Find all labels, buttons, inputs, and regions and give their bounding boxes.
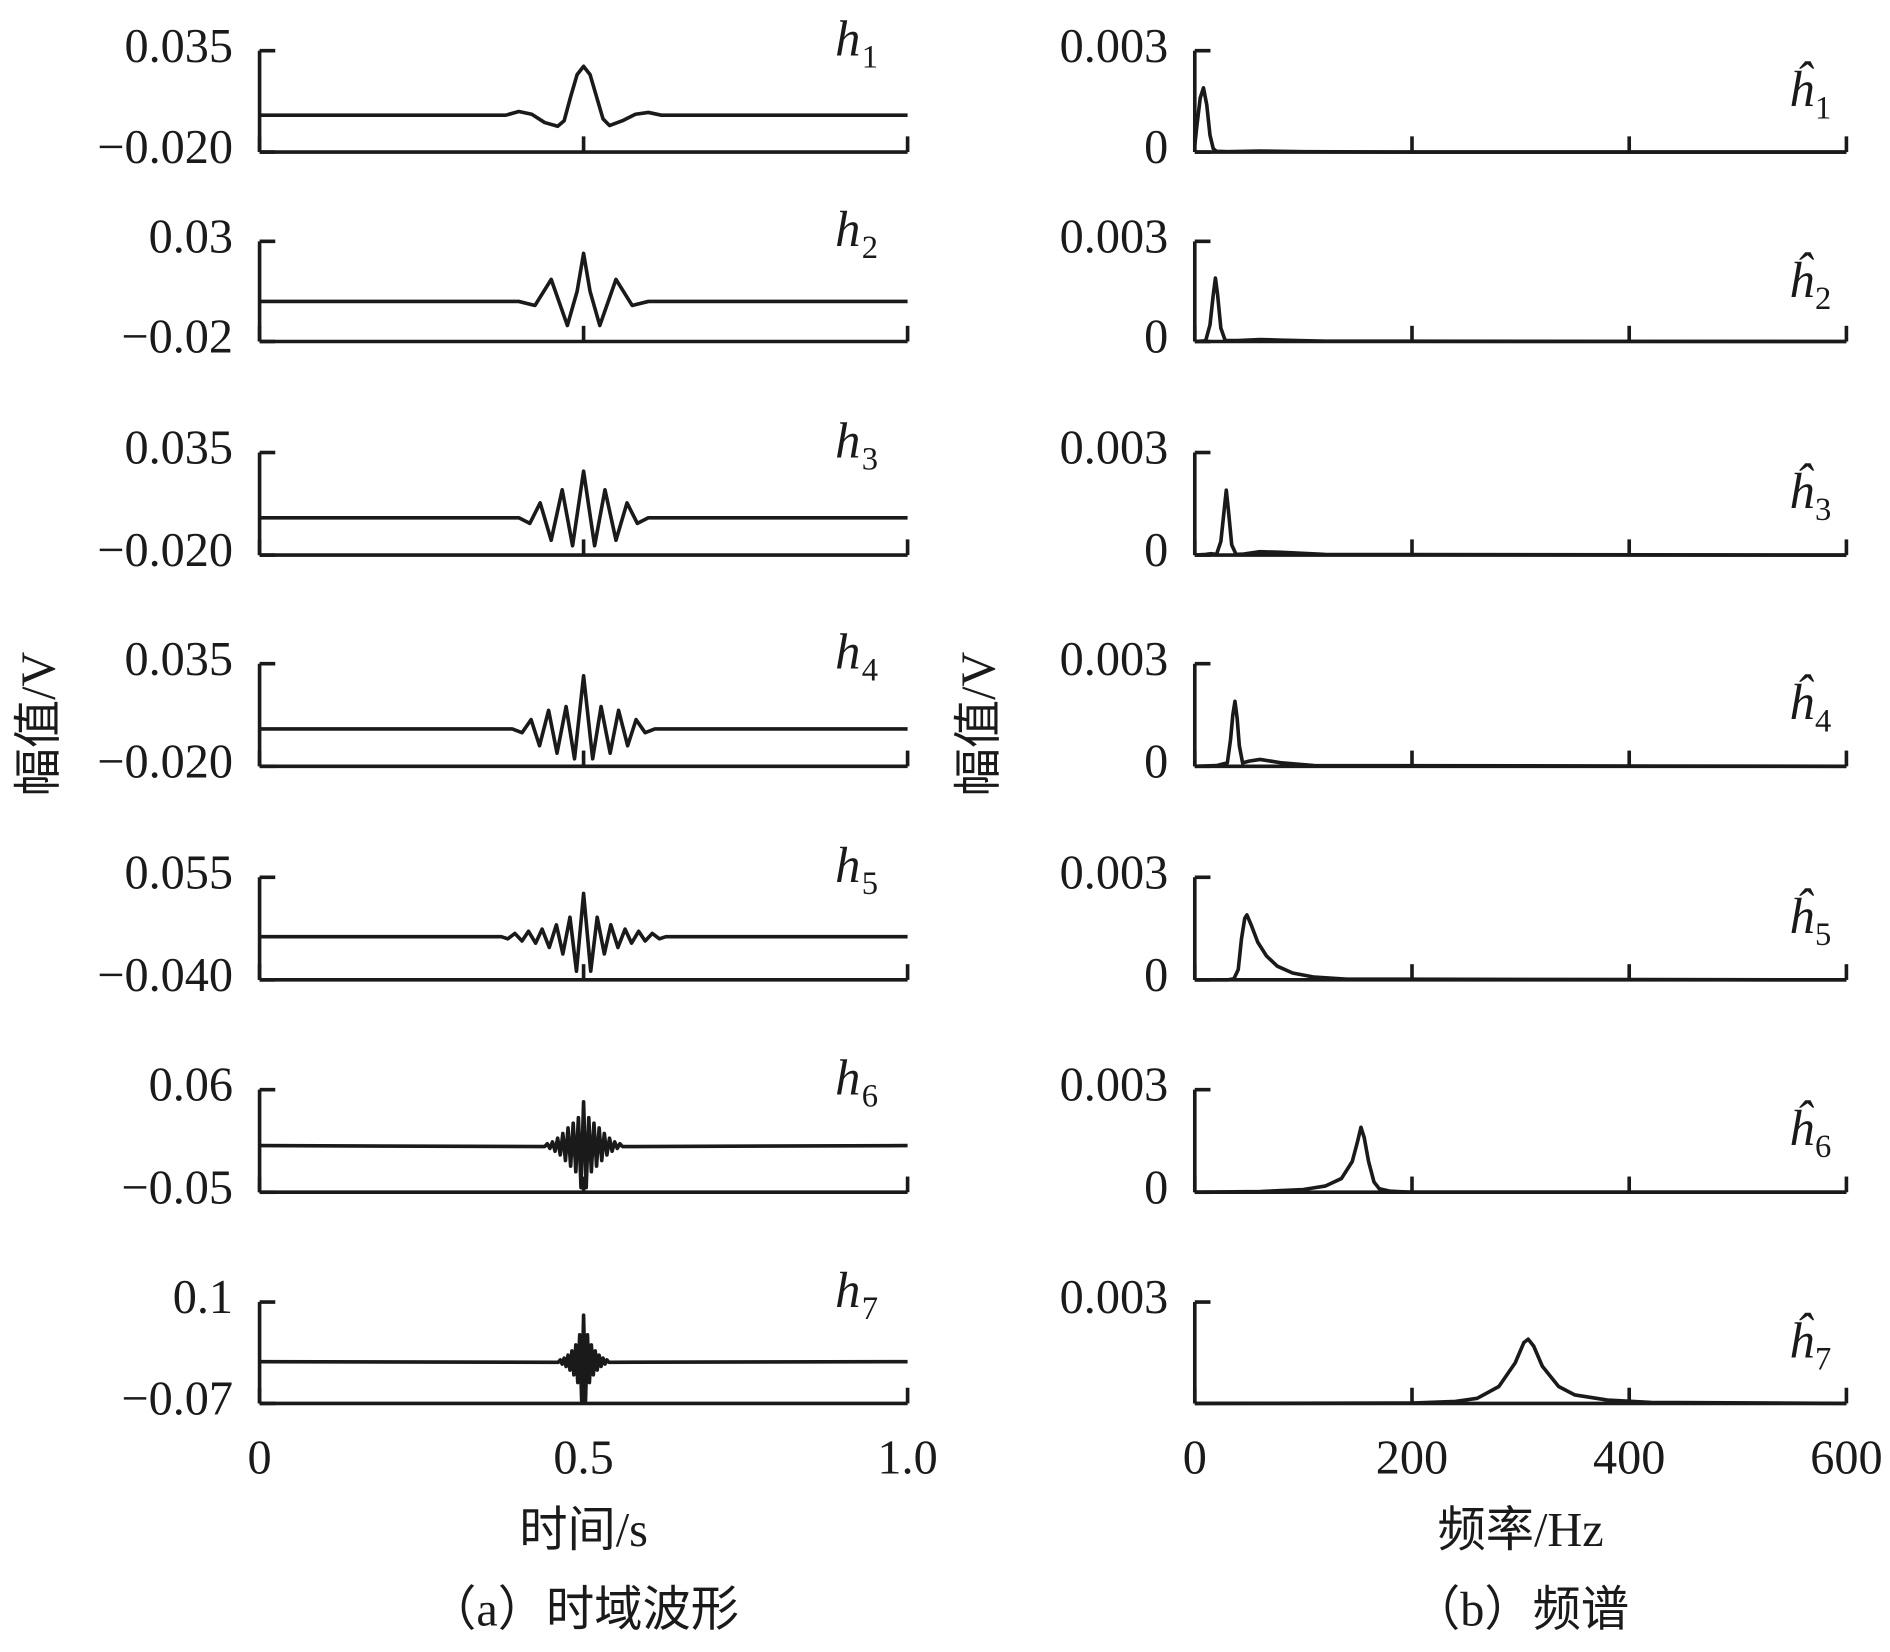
panel-label-subscript: 3 bbox=[862, 441, 878, 477]
y-axis-label: 幅值/V bbox=[13, 652, 66, 797]
y-tick-label: 0.003 bbox=[1060, 422, 1169, 475]
panel-label: ĥ bbox=[1788, 674, 1814, 730]
panel-label: h bbox=[835, 1262, 860, 1318]
y-tick-label: 0.055 bbox=[124, 846, 233, 899]
x-axis-label: 频率/Hz bbox=[1438, 1504, 1604, 1557]
signal-line bbox=[259, 251, 908, 328]
y-tick-label: 0.003 bbox=[1060, 210, 1169, 263]
signal-line bbox=[1194, 913, 1847, 982]
panel-label-subscript: 3 bbox=[1815, 492, 1831, 528]
y-tick-label: 0.003 bbox=[1060, 846, 1169, 899]
y-tick-label: 0.035 bbox=[124, 633, 233, 686]
panel-label: h bbox=[835, 1049, 860, 1105]
panel-label: ĥ bbox=[1788, 1100, 1814, 1156]
panel-label: ĥ bbox=[1788, 1313, 1814, 1369]
panel-label-subscript: 2 bbox=[1815, 281, 1831, 317]
signal-line bbox=[1194, 1125, 1847, 1195]
x-tick-label: 0 bbox=[1183, 1432, 1207, 1485]
y-tick-label: 0.1 bbox=[173, 1271, 233, 1324]
panel-label-subscript: 7 bbox=[1815, 1342, 1831, 1378]
panel-label: ĥ bbox=[1788, 463, 1814, 519]
y-axis-label: 幅值/V bbox=[953, 652, 1006, 797]
panel-label: h bbox=[835, 11, 860, 67]
x-axis-label: 时间/s bbox=[519, 1504, 648, 1557]
x-tick-label: 400 bbox=[1593, 1432, 1665, 1485]
panel-label: ĥ bbox=[1788, 888, 1814, 944]
y-tick-label: 0 bbox=[1144, 524, 1168, 577]
panel-label: h bbox=[835, 201, 860, 257]
panel-label-subscript: 5 bbox=[1815, 917, 1831, 953]
panel-label: ĥ bbox=[1788, 61, 1814, 117]
panel-label-subscript: 1 bbox=[1815, 90, 1831, 126]
panel-label-subscript: 2 bbox=[862, 230, 878, 266]
y-tick-label: 0.003 bbox=[1060, 1059, 1169, 1112]
panel-label: ĥ bbox=[1788, 252, 1814, 308]
y-tick-label: 0.03 bbox=[149, 210, 233, 263]
panel-label-subscript: 4 bbox=[862, 653, 878, 689]
y-tick-label: 0.003 bbox=[1060, 20, 1169, 73]
panel-label-subscript: 5 bbox=[862, 866, 878, 902]
signal-line bbox=[259, 1313, 908, 1403]
y-tick-label: −0.05 bbox=[121, 1161, 233, 1214]
y-tick-label: 0.003 bbox=[1060, 633, 1169, 686]
x-tick-label: 600 bbox=[1810, 1432, 1882, 1485]
signal-line bbox=[259, 469, 908, 548]
y-tick-label: 0.035 bbox=[124, 422, 233, 475]
signal-line bbox=[1194, 699, 1847, 769]
signal-line bbox=[259, 891, 908, 974]
signal-line bbox=[1194, 1337, 1847, 1406]
panel-label-subscript: 6 bbox=[862, 1079, 878, 1115]
y-tick-label: −0.02 bbox=[121, 311, 233, 364]
y-tick-label: 0 bbox=[1144, 735, 1168, 788]
y-tick-label: 0.035 bbox=[124, 20, 233, 73]
x-tick-label: 0 bbox=[248, 1432, 272, 1485]
x-tick-label: 200 bbox=[1376, 1432, 1448, 1485]
signal-line bbox=[259, 1099, 908, 1190]
y-tick-label: −0.020 bbox=[97, 735, 233, 788]
signal-line bbox=[1194, 276, 1847, 344]
y-tick-label: 0 bbox=[1144, 311, 1168, 364]
y-tick-label: −0.040 bbox=[97, 949, 233, 1002]
y-tick-label: −0.020 bbox=[97, 524, 233, 577]
panel-label-subscript: 6 bbox=[1815, 1129, 1831, 1165]
panel-label: h bbox=[835, 624, 860, 680]
caption: （b）频谱 bbox=[1412, 1584, 1629, 1637]
signal-line bbox=[259, 674, 908, 761]
x-tick-label: 1.0 bbox=[877, 1432, 937, 1485]
y-tick-label: 0 bbox=[1144, 949, 1168, 1002]
x-tick-label: 0.5 bbox=[553, 1432, 613, 1485]
y-tick-label: 0 bbox=[1144, 121, 1168, 174]
y-tick-label: −0.07 bbox=[121, 1372, 233, 1425]
caption: （a）时域波形 bbox=[428, 1584, 739, 1637]
y-tick-label: 0.06 bbox=[149, 1059, 233, 1112]
panel-label: h bbox=[835, 412, 860, 468]
panel-label: h bbox=[835, 837, 860, 893]
y-tick-label: −0.020 bbox=[97, 121, 233, 174]
y-tick-label: 0 bbox=[1144, 1161, 1168, 1214]
panel-label-subscript: 4 bbox=[1815, 703, 1831, 739]
signal-line bbox=[259, 64, 908, 129]
panel-label-subscript: 7 bbox=[862, 1291, 878, 1327]
panel-label-subscript: 1 bbox=[862, 40, 878, 76]
y-tick-label: 0.003 bbox=[1060, 1271, 1169, 1324]
signal-line bbox=[1192, 86, 1847, 154]
signal-line bbox=[1194, 488, 1847, 557]
